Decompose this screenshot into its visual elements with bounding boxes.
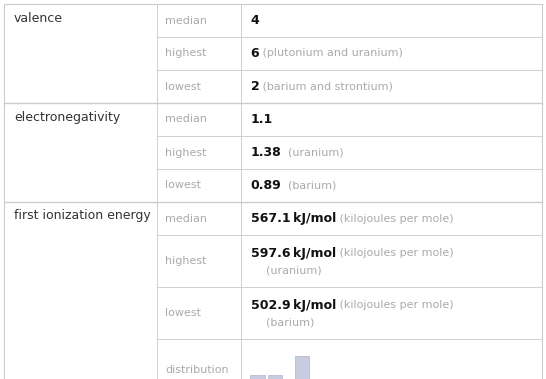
Bar (157, 70, 241, 103)
Text: valence: valence (14, 11, 63, 25)
Bar (241, 70, 542, 103)
Bar (251, 374, 265, 379)
Bar (241, 202, 542, 235)
Bar (157, 287, 241, 339)
Text: electronegativity: electronegativity (14, 111, 120, 124)
Bar (268, 374, 282, 379)
Text: 1.1: 1.1 (251, 113, 273, 126)
Text: highest: highest (165, 256, 207, 266)
Bar (241, 287, 542, 339)
Bar (4, 4, 157, 103)
Bar (241, 169, 542, 202)
Bar (241, 103, 542, 136)
Text: median: median (165, 213, 207, 224)
Bar (157, 202, 241, 235)
Bar (241, 136, 542, 169)
Text: 502.9 kJ/mol: 502.9 kJ/mol (251, 299, 336, 312)
Bar (157, 37, 241, 70)
Text: highest: highest (165, 147, 207, 158)
Text: (kilojoules per mole): (kilojoules per mole) (336, 300, 454, 310)
Text: (kilojoules per mole): (kilojoules per mole) (336, 213, 454, 224)
Bar (157, 235, 241, 287)
Text: (kilojoules per mole): (kilojoules per mole) (336, 248, 454, 258)
Bar (295, 356, 309, 379)
Text: lowest: lowest (165, 308, 201, 318)
Text: (uranium): (uranium) (282, 147, 344, 158)
Bar (157, 4, 241, 37)
Text: highest: highest (165, 49, 207, 58)
Text: median: median (165, 114, 207, 124)
Bar (241, 235, 542, 287)
Text: 6: 6 (251, 47, 259, 60)
Text: (barium and strontium): (barium and strontium) (259, 81, 393, 91)
Bar (241, 37, 542, 70)
Text: lowest: lowest (165, 180, 201, 191)
Text: 4: 4 (251, 14, 259, 27)
Bar (157, 103, 241, 136)
Text: distribution: distribution (165, 365, 229, 375)
Text: 2: 2 (251, 80, 259, 93)
Text: (plutonium and uranium): (plutonium and uranium) (259, 49, 403, 58)
Text: 1.38: 1.38 (251, 146, 282, 159)
Text: first ionization energy: first ionization energy (14, 210, 151, 222)
Text: (barium): (barium) (259, 317, 314, 327)
Text: 597.6 kJ/mol: 597.6 kJ/mol (251, 247, 336, 260)
Text: 567.1 kJ/mol: 567.1 kJ/mol (251, 212, 336, 225)
Bar (241, 4, 542, 37)
Text: 0.89: 0.89 (251, 179, 282, 192)
Bar (157, 169, 241, 202)
Bar (157, 136, 241, 169)
Text: lowest: lowest (165, 81, 201, 91)
Bar (4, 103, 157, 202)
Bar (157, 339, 241, 379)
Text: (barium): (barium) (282, 180, 337, 191)
Text: (uranium): (uranium) (259, 265, 322, 276)
Bar (4, 202, 157, 379)
Text: median: median (165, 16, 207, 25)
Bar (241, 339, 542, 379)
